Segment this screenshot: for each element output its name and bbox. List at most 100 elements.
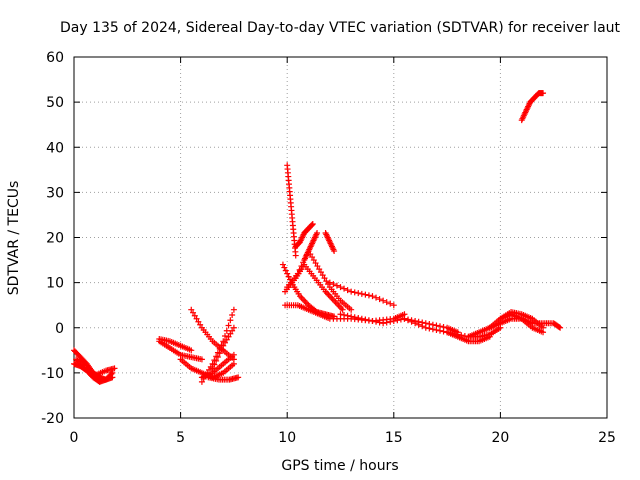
data-point (197, 321, 204, 328)
data-point (383, 319, 390, 326)
data-point (415, 321, 422, 328)
data-point (294, 270, 301, 277)
data-point (365, 317, 372, 324)
data-point (309, 220, 316, 227)
data-point (220, 338, 227, 345)
data-point (373, 318, 380, 325)
y-tick-label: 0 (55, 321, 64, 337)
data-point (190, 309, 197, 316)
data-point (348, 306, 355, 313)
data-point (309, 221, 316, 228)
y-axis-label: SDTVAR / TECUs (6, 181, 22, 296)
data-point (193, 315, 200, 322)
data-point (557, 324, 564, 331)
y-tick-label: 60 (46, 50, 64, 66)
data-point (405, 317, 412, 324)
data-point (200, 375, 207, 382)
data-point (390, 302, 397, 309)
series-arc-14 (301, 229, 321, 264)
data-point (337, 311, 344, 318)
data-point (188, 306, 195, 313)
data-point (351, 289, 358, 296)
data-point (380, 297, 387, 304)
data-point (204, 369, 211, 376)
data-point (330, 281, 337, 288)
data-point (376, 319, 383, 326)
data-point (440, 328, 447, 335)
data-point (323, 278, 330, 285)
axes (73, 56, 608, 419)
data-point (225, 322, 232, 329)
data-point (317, 269, 324, 276)
series-arc-5 (156, 336, 195, 354)
data-point (281, 264, 288, 271)
data-point (401, 315, 408, 322)
data-point (369, 317, 376, 324)
y-tick-label: -10 (41, 366, 64, 382)
data-point (373, 294, 380, 301)
y-tick-label: 20 (46, 231, 64, 247)
series-arc-27 (518, 90, 547, 124)
data-point (109, 369, 116, 376)
data-point (358, 290, 365, 297)
data-point (230, 306, 237, 313)
x-tick-label: 15 (385, 430, 403, 446)
tick-labels: 0 5 10 15 20 25 -20 -10 0 10 20 30 40 50 60 (41, 50, 616, 446)
data-point (436, 327, 443, 334)
data-point (213, 353, 220, 360)
data-point (230, 351, 237, 358)
data-point (195, 318, 202, 325)
data-point (292, 252, 299, 259)
series-arc-15 (322, 229, 338, 255)
series-arc-10 (198, 306, 237, 385)
grid (74, 57, 607, 418)
data-point (298, 263, 305, 270)
data-point (282, 267, 289, 274)
data-point (348, 313, 355, 320)
data-point (198, 356, 205, 363)
data-point (369, 293, 376, 300)
data-point (309, 254, 316, 261)
data-point (235, 374, 242, 381)
data-point (556, 323, 563, 330)
series-arc-3 (73, 356, 118, 379)
data-point (279, 261, 286, 268)
data-point (339, 306, 346, 313)
data-point (540, 324, 547, 331)
series-arc-12 (284, 162, 299, 259)
x-tick-label: 20 (491, 430, 509, 446)
x-tick-label: 0 (70, 430, 79, 446)
data-point (351, 314, 358, 321)
data-point (314, 229, 321, 236)
data-point (223, 327, 230, 334)
series-arc-4 (156, 338, 205, 363)
data-point (222, 333, 229, 340)
series-arc-11 (205, 374, 242, 383)
data-point (387, 318, 394, 325)
data-point (310, 257, 317, 264)
data-point (380, 320, 387, 327)
data-point (188, 347, 195, 354)
data-point (394, 317, 401, 324)
data-point (319, 272, 326, 279)
series-arc-23 (444, 329, 493, 345)
data-point (426, 325, 433, 332)
data-point (383, 299, 390, 306)
x-tick-label: 10 (278, 430, 296, 446)
data-point (211, 357, 218, 364)
series-arc-20 (326, 279, 397, 309)
data-point (433, 327, 440, 334)
data-point (227, 317, 234, 324)
data-point (365, 292, 372, 299)
data-point (362, 291, 369, 298)
data-point (390, 317, 397, 324)
data-point (419, 323, 426, 330)
data-point (229, 327, 236, 334)
data-point (387, 300, 394, 307)
data-point (326, 279, 333, 286)
data-point (314, 263, 321, 270)
data-point (111, 365, 118, 372)
data-point (303, 251, 310, 258)
data-point (348, 288, 355, 295)
